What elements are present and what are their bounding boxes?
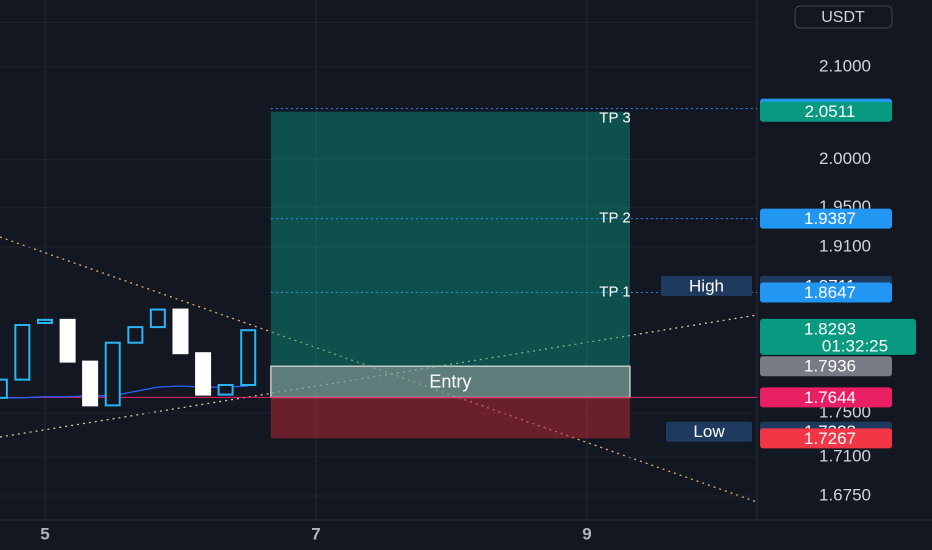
entry-zone-badge: 1.7936 — [804, 357, 856, 376]
x-tick-label: 7 — [311, 524, 320, 543]
candle-body — [127, 326, 144, 344]
y-tick-label: 2.0000 — [819, 149, 871, 168]
profit-zone — [270, 111, 630, 398]
stop-badge: 1.7267 — [804, 429, 856, 448]
target-badge-bg — [760, 101, 892, 122]
low-label-bg — [666, 421, 752, 442]
stop-badge-bg — [760, 428, 892, 449]
high-label: High — [689, 276, 724, 295]
current-price-bg — [760, 318, 916, 355]
candle-body — [82, 360, 99, 407]
tp-badge-bg — [760, 282, 892, 303]
currency: USDT — [821, 9, 865, 26]
low-label: Low — [693, 422, 725, 441]
tp-badge: 1.8647 — [804, 283, 856, 302]
trendline — [0, 314, 758, 438]
candle-body — [36, 318, 53, 324]
candle-body — [240, 329, 257, 386]
trendline — [0, 236, 758, 503]
candle-body — [217, 383, 234, 396]
x-tick-label: 9 — [582, 524, 591, 543]
tp-label: TP 1 — [599, 283, 630, 300]
entry-label: Entry — [429, 372, 471, 392]
candle-body — [0, 378, 8, 399]
high-label-bg — [661, 275, 752, 296]
y-tick-label: 1.9100 — [819, 236, 871, 255]
candle-body — [172, 308, 189, 355]
entry-zone — [270, 365, 631, 399]
tp-label: TP 2 — [599, 210, 630, 227]
currency-bg — [794, 5, 893, 29]
entry-badge: 1.7644 — [804, 388, 856, 407]
y-tick-label: 1.7100 — [819, 446, 871, 465]
tp-badge-bg — [760, 208, 892, 229]
countdown: 01:32:25 — [822, 336, 888, 355]
candle-body — [14, 324, 31, 381]
loss-zone — [270, 397, 630, 439]
entry-zone-badge-bg — [760, 356, 892, 377]
tp-label: TP 3 — [599, 110, 630, 127]
target-badge: 2.0511 — [805, 102, 856, 121]
entry-badge-bg — [760, 387, 892, 408]
candle-body — [59, 318, 76, 363]
candle-body — [149, 308, 166, 329]
y-tick-label: 1.6750 — [819, 486, 871, 505]
candle-body — [195, 352, 212, 396]
tp-badge: 1.9387 — [804, 209, 856, 228]
y-tick-label: 2.1000 — [819, 57, 871, 76]
current-price: 1.8293 — [804, 319, 856, 338]
candle-body — [104, 341, 121, 407]
x-tick-label: 5 — [40, 524, 49, 543]
